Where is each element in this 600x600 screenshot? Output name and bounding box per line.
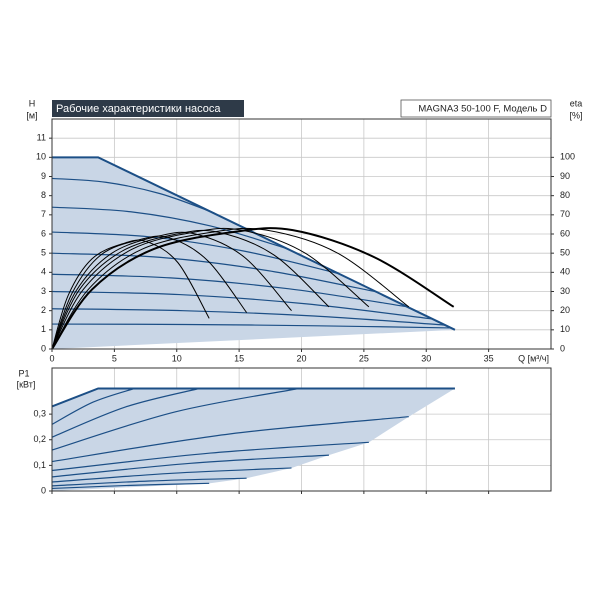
curve <box>51 290 433 320</box>
y2-tick-label: 10 <box>560 324 570 334</box>
curve <box>51 231 340 275</box>
y-tick-label: 0,1 <box>33 460 46 470</box>
curve <box>51 387 300 451</box>
operating-area <box>52 388 455 491</box>
y2-tick-label: 70 <box>560 209 570 219</box>
y-tick-label: 0,3 <box>33 409 46 419</box>
efficiency-curve <box>51 227 370 350</box>
chart-subtitle: MAGNA3 50-100 F, Модель D <box>418 104 547 115</box>
y-tick-label: 0 <box>41 485 46 495</box>
y-tick-label: 9 <box>41 171 46 181</box>
x-tick-label: 30 <box>421 353 431 363</box>
x-tick-label: 0 <box>49 353 54 363</box>
x-tick-label: 10 <box>172 353 182 363</box>
p1-axis-unit: [кВт] <box>17 379 36 389</box>
x-tick-label: 15 <box>234 353 244 363</box>
plot-frame <box>51 367 552 492</box>
x-tick-label: 5 <box>112 353 117 363</box>
y-tick-label: 6 <box>41 228 46 238</box>
y2-tick-label: 20 <box>560 305 570 315</box>
curve <box>51 467 292 483</box>
y-tick-label: 4 <box>41 267 46 277</box>
curve <box>51 273 408 308</box>
curve <box>51 387 455 408</box>
curve <box>51 252 377 293</box>
curve <box>51 387 135 425</box>
subtitle-box <box>400 99 552 118</box>
y-tick-label: 8 <box>41 190 46 200</box>
y-tick-label: 7 <box>41 209 46 219</box>
curve <box>51 177 215 214</box>
efficiency-curve <box>51 239 210 350</box>
curve <box>51 323 452 329</box>
y-axis-unit: [м] <box>26 110 37 120</box>
efficiency-curve <box>51 229 330 350</box>
plot-frame <box>51 118 552 350</box>
chart-title: Рабочие характеристики насоса <box>56 103 221 115</box>
x-tick-label: 20 <box>296 353 306 363</box>
y2-tick-label: 0 <box>560 343 565 353</box>
y-tick-label: 3 <box>41 286 46 296</box>
y-tick-label: 11 <box>37 133 46 143</box>
y2-tick-label: 30 <box>560 286 570 296</box>
curve <box>51 387 200 438</box>
curve <box>51 454 329 478</box>
curve <box>51 482 210 490</box>
y2-tick-label: 80 <box>560 190 570 200</box>
curve <box>51 441 369 472</box>
y-tick-label: 2 <box>41 305 46 315</box>
curve <box>51 477 247 487</box>
y-tick-label: 5 <box>41 248 46 258</box>
efficiency-curve <box>51 231 292 350</box>
y-tick-label: 0 <box>41 343 46 353</box>
y2-tick-label: 60 <box>560 228 570 238</box>
y-axis-label: H <box>29 98 36 108</box>
x-tick-label: 25 <box>359 353 369 363</box>
y-tick-label: 10 <box>36 152 46 162</box>
y2-axis-label: eta <box>570 98 583 108</box>
y2-tick-label: 40 <box>560 267 570 277</box>
curve <box>51 206 290 250</box>
efficiency-curve <box>51 227 455 350</box>
curve <box>51 308 446 326</box>
efficiency-curve <box>51 227 410 350</box>
efficiency-curve <box>51 235 248 350</box>
y-tick-label: 0,2 <box>33 434 46 444</box>
x-axis-label: Q [м³/ч] <box>518 353 549 363</box>
y2-tick-label: 50 <box>560 248 570 258</box>
y2-tick-label: 90 <box>560 171 570 181</box>
p1-axis-label: P1 <box>18 368 29 378</box>
title-box <box>52 100 244 117</box>
y-tick-label: 1 <box>41 324 46 334</box>
curve <box>51 416 409 463</box>
y2-axis-unit: [%] <box>569 110 582 120</box>
x-tick-label: 35 <box>484 353 494 363</box>
curve <box>52 156 456 331</box>
y2-tick-label: 100 <box>560 152 575 162</box>
